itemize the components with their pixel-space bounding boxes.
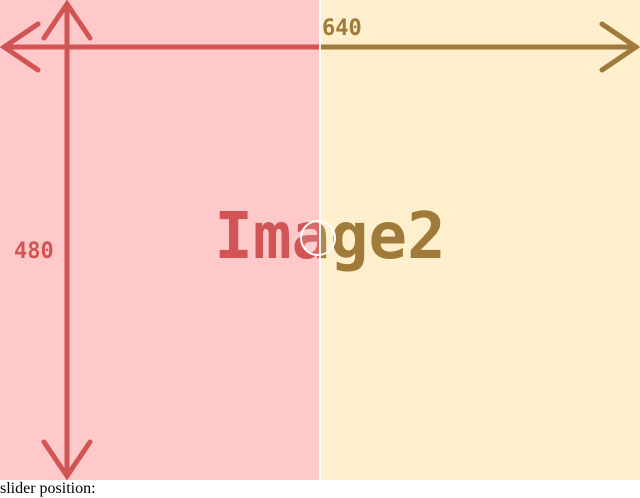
height-arrow-icon [41,0,93,480]
image-comparison-slider[interactable]: 640 Image2 480 Image2 [0,0,640,480]
width-arrow-left-icon [0,21,320,73]
image-left: 480 Image2 [0,0,320,480]
circle-handle-icon[interactable] [300,220,336,256]
slider-status: slider position: [0,480,96,498]
image-left-graphic: 480 Image2 [0,0,320,480]
slider-status-prefix: slider position: [0,480,96,497]
image-left-background [0,0,320,480]
height-label: 480 [14,239,54,264]
image-left-clip: 480 Image2 [0,0,320,480]
width-label: 640 [322,16,362,41]
